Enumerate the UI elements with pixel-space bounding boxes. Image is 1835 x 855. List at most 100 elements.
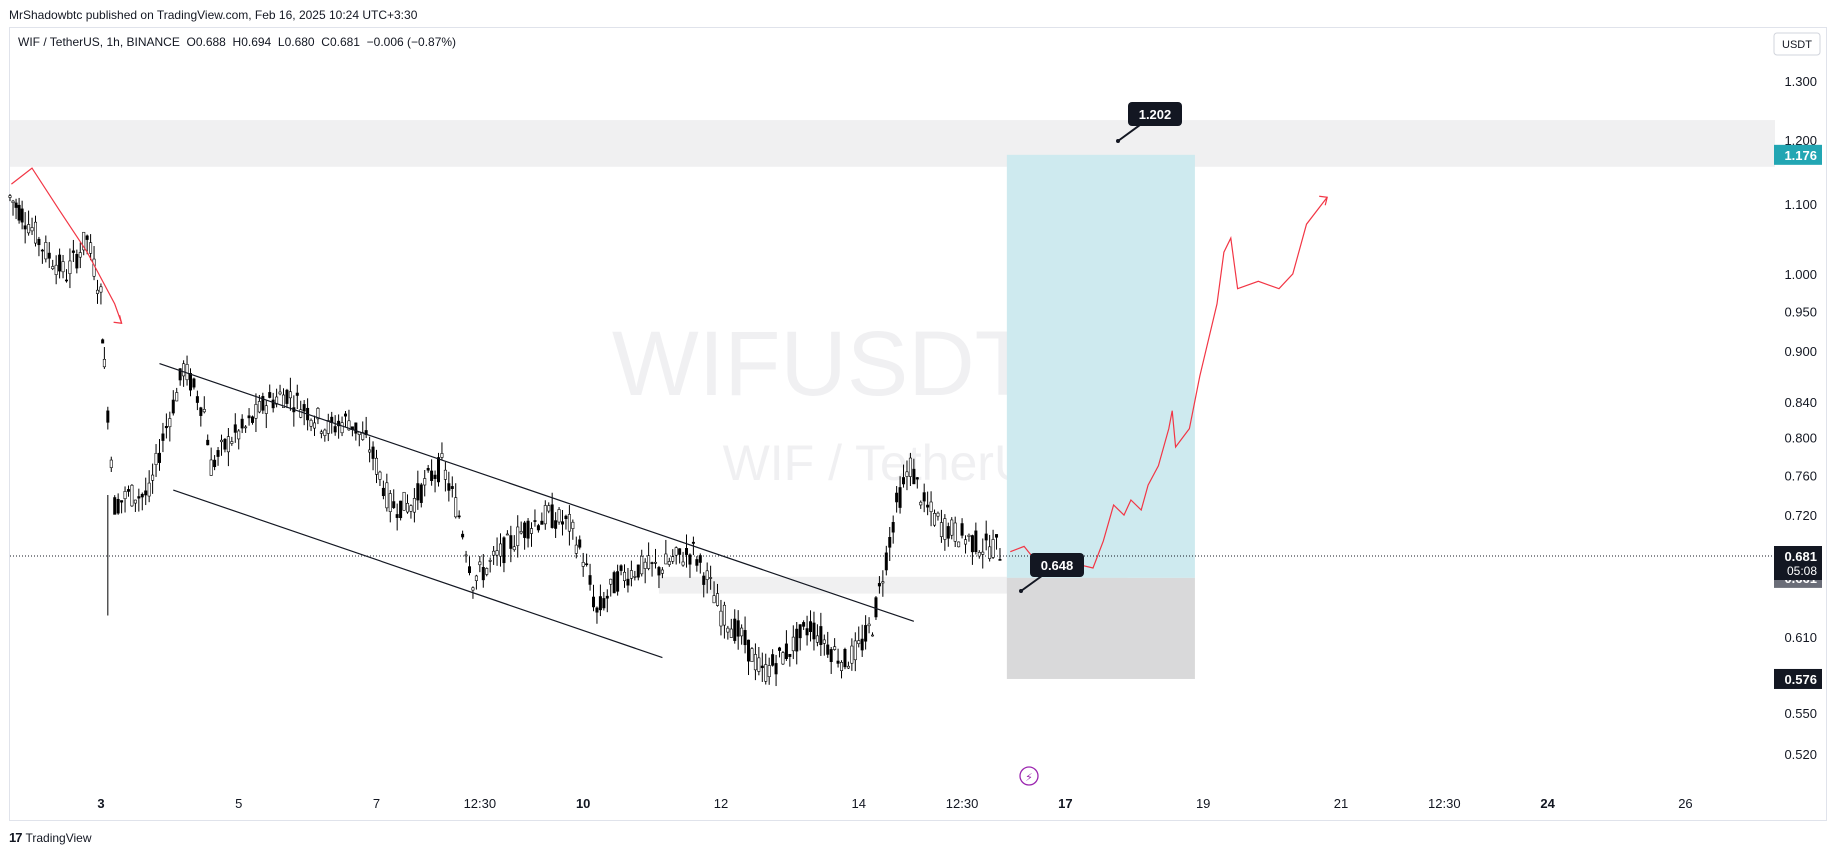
candle-body	[719, 610, 723, 627]
candle-body	[681, 561, 685, 566]
candle-body	[815, 635, 819, 643]
candle-body	[495, 550, 499, 556]
candle-body	[657, 567, 661, 576]
candle-body	[939, 522, 943, 537]
target-box[interactable]	[1006, 154, 1195, 578]
legend-part-3: L0.680	[271, 35, 315, 49]
candle-body	[767, 665, 771, 678]
legend-part-5: −0.006 (−0.87%)	[360, 35, 456, 49]
candle-body	[991, 539, 995, 558]
candle-body	[926, 504, 930, 508]
candle-body	[678, 548, 682, 555]
candle-body	[178, 368, 182, 381]
candle-body	[981, 551, 985, 555]
y-tick-label: 1.300	[1784, 74, 1817, 89]
candle-body	[85, 235, 89, 240]
candle-body	[729, 628, 733, 638]
candle-body	[819, 626, 823, 645]
candle-body	[598, 596, 602, 611]
stop-box[interactable]	[1006, 577, 1195, 679]
candle-body	[226, 436, 230, 453]
candle-body	[502, 537, 506, 564]
candle-body	[567, 514, 571, 532]
candle-body	[478, 561, 482, 566]
candle-body	[760, 665, 764, 669]
candle-body	[40, 249, 44, 252]
candle-body	[68, 260, 72, 275]
candle-body	[685, 548, 689, 555]
target-callout-box[interactable]	[1128, 102, 1182, 126]
y-tick-label: 0.720	[1784, 508, 1817, 523]
publisher-text: MrShadowbtc published on TradingView.com…	[9, 8, 418, 22]
y-tick-label: 0.550	[1784, 706, 1817, 721]
target-callout-label: 1.202	[1139, 107, 1172, 122]
candle-body	[698, 555, 702, 563]
candle-body	[674, 547, 678, 556]
candle-body	[409, 505, 413, 512]
candle-body	[257, 401, 261, 413]
candle-body	[223, 438, 227, 450]
currency-button[interactable]	[1773, 32, 1821, 56]
candle-body	[326, 420, 330, 434]
candle-body	[571, 521, 575, 529]
candle-body	[192, 378, 196, 388]
candle-body	[557, 509, 561, 523]
channel-lower-line[interactable]	[173, 489, 663, 659]
entry-callout-box[interactable]	[1030, 553, 1084, 577]
candle-body	[995, 534, 999, 538]
candle-body	[860, 638, 864, 651]
candle-body	[726, 627, 730, 633]
channel-upper-line[interactable]	[159, 363, 915, 622]
candle-body	[716, 593, 720, 606]
candle-body	[433, 474, 437, 479]
candle-body	[543, 505, 547, 525]
candle-body	[967, 534, 971, 537]
candle-body	[626, 578, 630, 586]
tradingview-logo-icon: 17	[9, 830, 23, 845]
candle-body	[953, 522, 957, 542]
chart-frame[interactable]	[9, 27, 1827, 821]
candle-body	[664, 553, 668, 565]
candle-body	[736, 620, 740, 637]
candle-body	[30, 227, 34, 232]
candle-body	[44, 242, 48, 260]
x-tick-label: 12:30	[946, 796, 979, 811]
candle-body	[437, 457, 441, 483]
candle-body	[791, 636, 795, 652]
candle-body	[812, 622, 816, 640]
lightning-glyph: ⚡	[1025, 772, 1033, 784]
lightning-icon[interactable]	[1019, 766, 1039, 786]
candle-body	[99, 286, 103, 293]
candle-body	[101, 339, 105, 344]
candle-body	[530, 528, 534, 534]
candle-body	[619, 565, 623, 571]
candle-body	[216, 450, 220, 457]
candle-body	[722, 604, 726, 626]
candle-body	[488, 560, 492, 562]
candle-body	[261, 396, 265, 411]
x-tick-label: 19	[1196, 796, 1210, 811]
candle-body	[302, 404, 306, 412]
early-decline-arrow[interactable]	[11, 167, 123, 324]
candle-body	[750, 648, 754, 662]
y-tick-label: 1.100	[1784, 197, 1817, 212]
candle-body	[733, 618, 737, 641]
candle-body	[340, 422, 344, 434]
y-tick-label: 0.840	[1784, 395, 1817, 410]
candle-body	[970, 535, 974, 553]
candle-body	[826, 644, 830, 655]
candle-body	[536, 525, 540, 531]
legend-part-4: C0.681	[315, 35, 361, 49]
y-tick-label: 0.900	[1784, 344, 1817, 359]
candle-body	[250, 416, 254, 423]
candle-body	[206, 439, 210, 446]
candle-body	[540, 520, 544, 525]
candle-body	[757, 657, 761, 672]
y-tick-label: 1.200	[1784, 133, 1817, 148]
candle-body	[633, 576, 637, 578]
candle-body	[323, 429, 327, 436]
candle-body	[237, 430, 241, 440]
candle-body	[171, 399, 175, 414]
candle-body	[640, 555, 644, 575]
